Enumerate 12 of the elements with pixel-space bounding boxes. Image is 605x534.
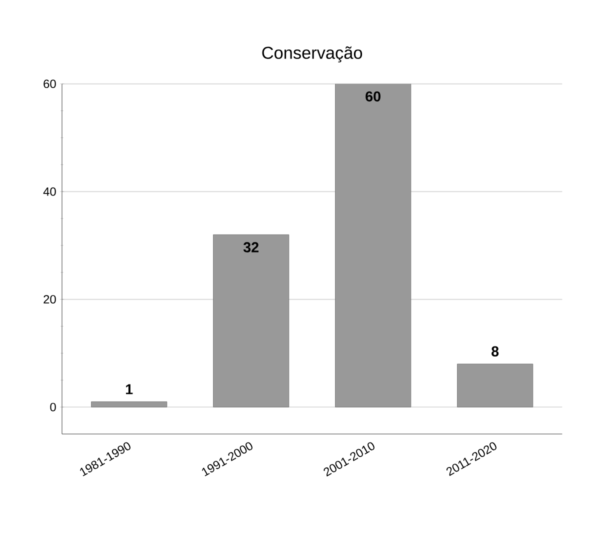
chart-title: Conservação (262, 46, 362, 62)
y-tick-label: 60 (44, 80, 56, 88)
data-label: 60 (366, 91, 380, 102)
y-tick-label: 40 (43, 187, 56, 196)
bar (335, 84, 412, 408)
data-label: 32 (243, 242, 258, 252)
bar (213, 234, 290, 408)
y-tick-label: 20 (44, 295, 56, 304)
data-label: 1 (126, 384, 133, 394)
y-tick-label: 0 (50, 402, 56, 412)
data-label: 8 (492, 346, 499, 356)
bar (457, 364, 534, 408)
